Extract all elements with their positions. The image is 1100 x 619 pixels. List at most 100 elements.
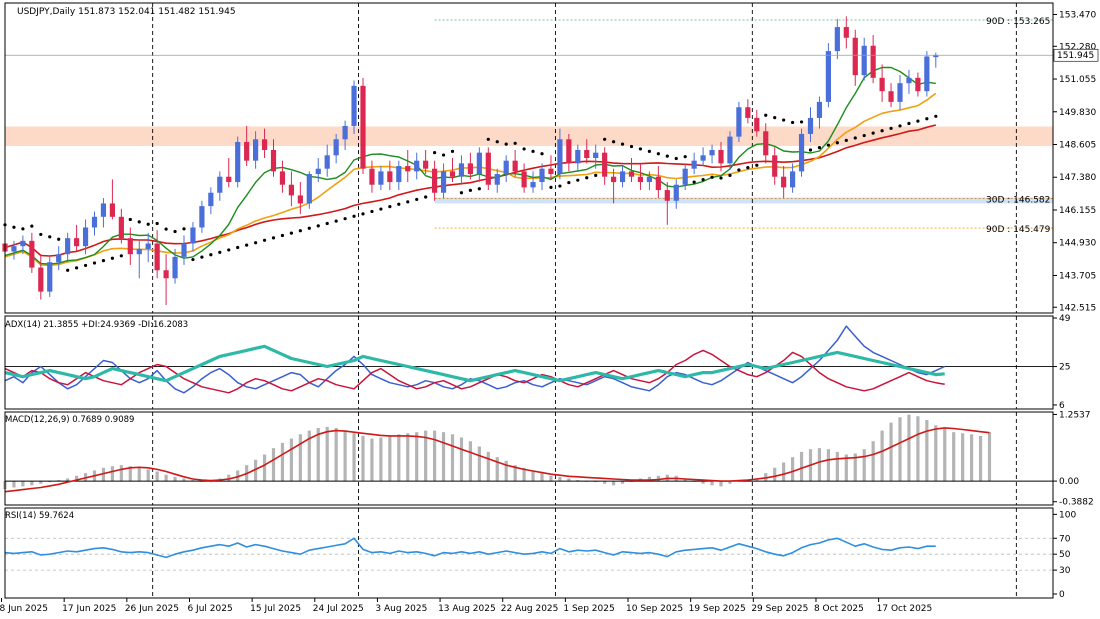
macd-bar: [647, 476, 651, 482]
candle: [136, 248, 142, 255]
macd-bar: [343, 430, 347, 482]
candle: [790, 171, 796, 188]
macd-bar: [925, 419, 929, 482]
rsi-axis-label: 0: [1059, 590, 1065, 600]
sar-dot: [558, 184, 562, 188]
candle: [217, 176, 223, 193]
candle: [449, 171, 456, 177]
candle: [127, 238, 133, 255]
macd-bar: [719, 481, 723, 487]
sar-dot: [674, 156, 678, 161]
sar-dot: [799, 120, 804, 124]
candle: [718, 149, 724, 164]
panel-frame: [4, 315, 1054, 410]
macd-bar: [379, 437, 383, 482]
sar-dot: [844, 138, 848, 142]
candle: [297, 195, 303, 204]
rsi-axis-label: 70: [1059, 534, 1071, 544]
sar-dot: [468, 188, 472, 192]
sar-dot: [155, 221, 159, 226]
macd-bar: [334, 427, 338, 482]
ma-slow-line: [4, 124, 936, 257]
time-axis-label: 1 Sep 2025: [563, 604, 614, 614]
price-panel[interactable]: 153.470 152.280 151.055 149.830 148.605 147.3…: [2, 2, 1099, 314]
time-axis-label: 29 Sep 2025: [751, 604, 808, 614]
candle: [628, 171, 635, 177]
macd-bar: [522, 467, 526, 482]
macd-bar: [558, 476, 562, 482]
candle: [333, 139, 339, 156]
sar-dot: [853, 136, 857, 140]
sar-dot: [782, 118, 786, 122]
macd-bar: [844, 454, 848, 482]
sar-dot: [379, 207, 383, 211]
candle: [414, 160, 420, 172]
macd-bar: [66, 478, 70, 482]
sar-dot: [522, 147, 526, 151]
candle: [244, 141, 250, 161]
adx-panel[interactable]: 49 25 6: [4, 314, 1071, 411]
macd-axis-label: -0.3882: [1059, 498, 1094, 508]
candle: [503, 160, 509, 175]
time-axis-label: 3 Aug 2025: [375, 604, 427, 614]
sar-dot: [406, 200, 410, 204]
candle: [378, 171, 384, 185]
sar-dot: [683, 155, 687, 159]
macd-bar: [791, 457, 795, 482]
candle: [235, 141, 241, 183]
sar-dot: [316, 224, 320, 228]
time-axis-label: 19 Sep 2025: [689, 604, 746, 614]
macd-bar: [799, 451, 804, 482]
candle: [288, 184, 294, 196]
sar-dot: [916, 119, 920, 123]
candle: [530, 182, 536, 188]
macd-bar: [146, 469, 150, 482]
candle: [396, 166, 402, 183]
rsi-panel[interactable]: 100 70 50 30 0: [4, 507, 1076, 600]
sar-dot: [110, 256, 114, 260]
sar-dot: [540, 152, 544, 156]
candle: [843, 27, 849, 38]
sar-dot: [433, 151, 437, 155]
macd-bar: [549, 475, 553, 482]
sar-dot: [164, 227, 168, 231]
macd-bar: [325, 426, 329, 482]
sar-dot: [280, 233, 285, 238]
adx-axis-label: 25: [1059, 363, 1070, 373]
sar-dot: [585, 176, 589, 180]
sar-dot: [773, 116, 777, 120]
time-axis-label: 24 Jul 2025: [313, 604, 364, 614]
candle: [611, 176, 617, 183]
macd-bar: [987, 432, 992, 482]
rsi-axis-label: 50: [1059, 550, 1071, 560]
candle: [781, 176, 787, 188]
sar-dot: [728, 173, 732, 177]
sar-dot: [871, 131, 875, 135]
sar-dot: [254, 241, 258, 245]
macd-signal-line: [4, 427, 990, 493]
macd-bar: [48, 481, 52, 483]
candle: [548, 168, 554, 175]
sar-dot: [262, 238, 267, 242]
current-price-box: [1053, 48, 1099, 62]
macd-bar: [110, 466, 114, 482]
sar-dot: [567, 180, 571, 185]
time-axis-label: 10 Sep 2025: [626, 604, 683, 614]
macd-axis-label: 0.00: [1059, 477, 1079, 487]
sar-dot: [612, 140, 616, 144]
macd-bar: [970, 434, 974, 482]
candle: [816, 101, 823, 118]
candle: [163, 270, 169, 279]
macd-bar: [397, 434, 401, 482]
sar-dot: [746, 166, 750, 170]
candle: [91, 216, 98, 228]
macd-panel[interactable]: 1.2537 0.00 -0.3882: [3, 410, 1094, 508]
macd-bar: [406, 433, 410, 482]
time-axis-label: 22 Aug 2025: [501, 604, 559, 614]
macd-bar: [254, 459, 258, 482]
sar-dot: [638, 147, 643, 151]
macd-bar: [298, 434, 302, 482]
candle: [637, 176, 644, 183]
macd-bar: [262, 454, 267, 482]
